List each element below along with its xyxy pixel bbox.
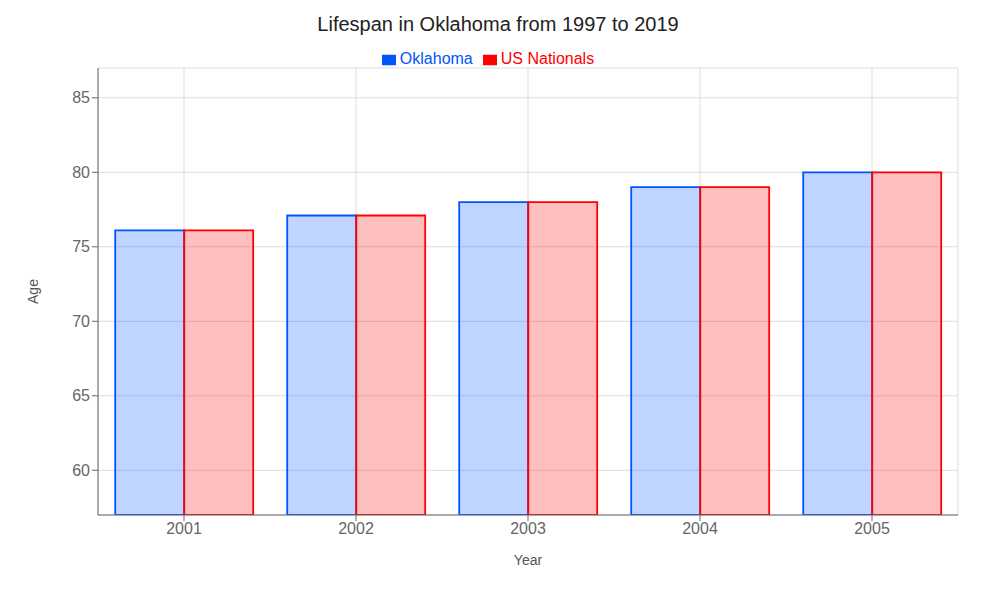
svg-text:Age: Age xyxy=(25,279,41,304)
svg-text:2005: 2005 xyxy=(854,520,890,537)
svg-text:Year: Year xyxy=(514,552,543,568)
svg-text:2001: 2001 xyxy=(166,520,202,537)
html-text:US Nationals: US Nationals xyxy=(500,50,595,67)
svg-text:60: 60 xyxy=(72,462,90,479)
svg-text:2002: 2002 xyxy=(338,520,374,537)
svg-text:80: 80 xyxy=(72,164,90,181)
html-text:Lifespan in Oklahoma from 1997: Lifespan in Oklahoma from 1997 to 2019 xyxy=(317,13,679,35)
svg-text:2004: 2004 xyxy=(682,520,718,537)
svg-text:75: 75 xyxy=(72,238,90,255)
svg-text:70: 70 xyxy=(72,313,90,330)
svg-text:85: 85 xyxy=(72,89,90,106)
svg-text:65: 65 xyxy=(72,387,90,404)
html-text:Oklahoma: Oklahoma xyxy=(399,50,473,67)
svg-text:2003: 2003 xyxy=(510,520,546,537)
